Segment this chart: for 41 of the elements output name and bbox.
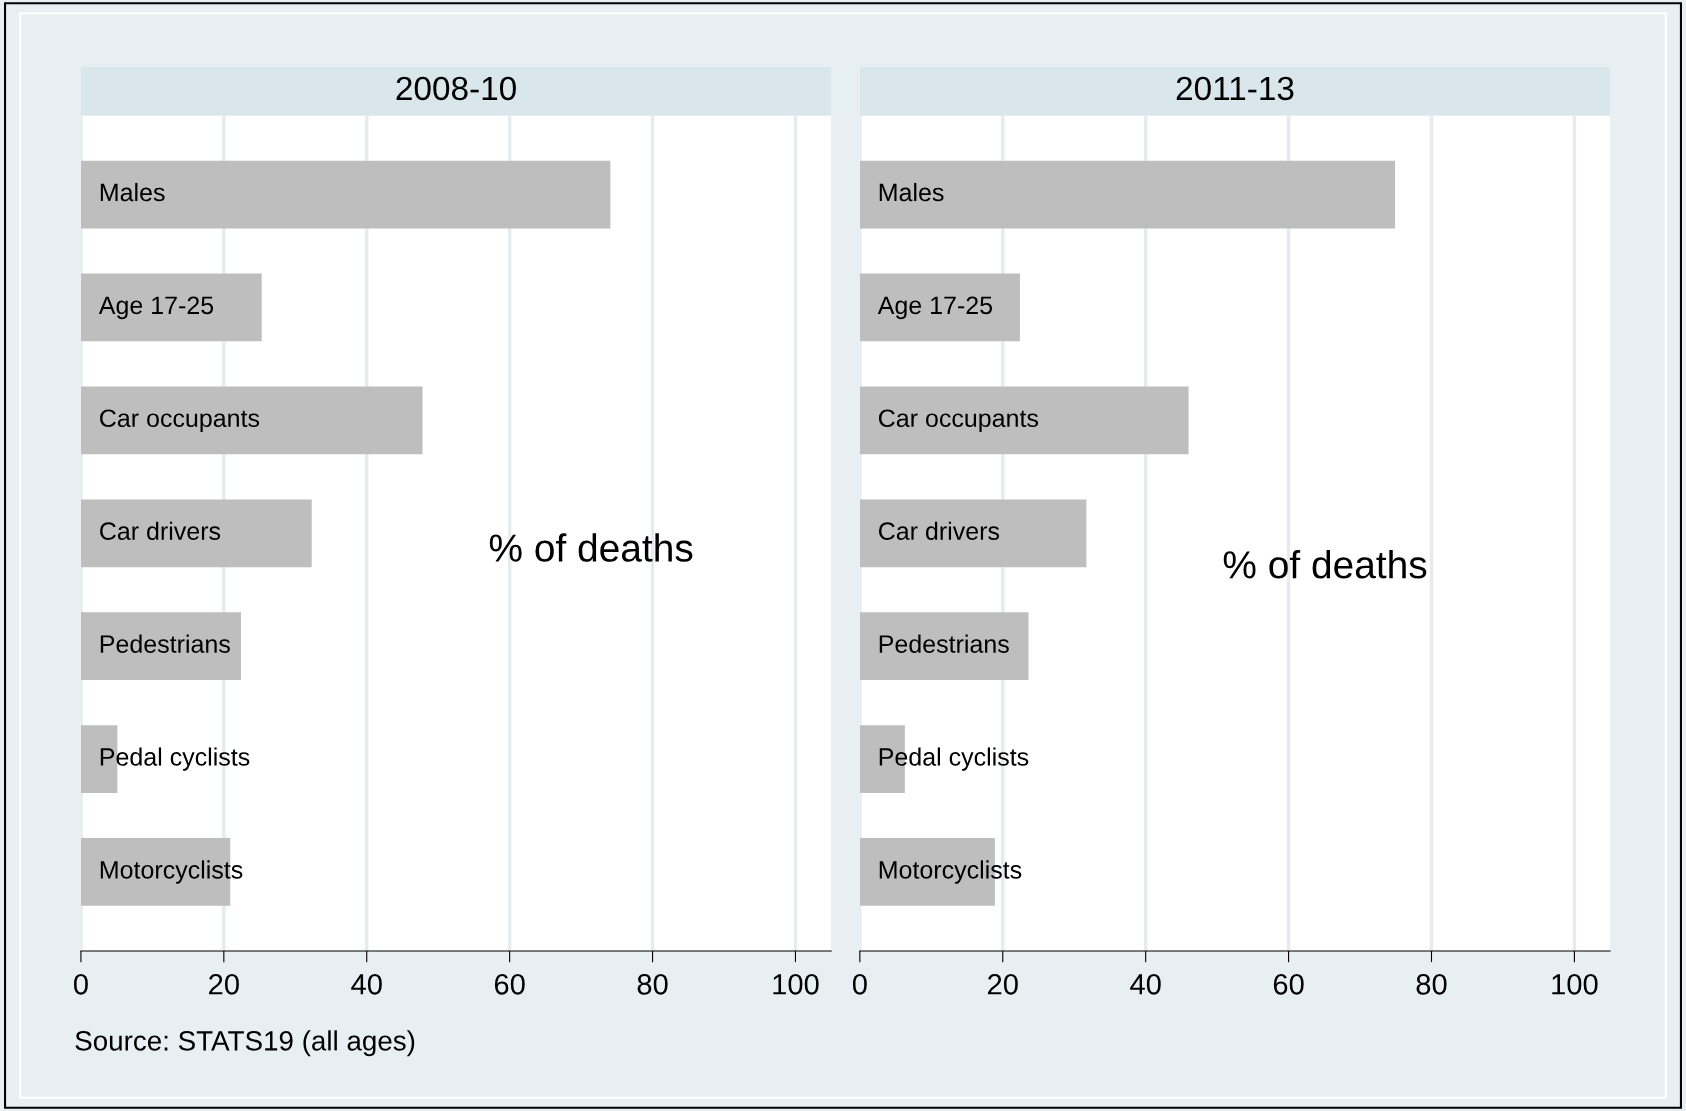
x-tick-label: 60 bbox=[494, 974, 525, 995]
x-tick-label: 60 bbox=[1273, 974, 1304, 995]
chart-title: 2011-13 bbox=[1176, 76, 1294, 101]
y-tick-label: Motorcyclists bbox=[879, 860, 1022, 884]
bar bbox=[859, 160, 1396, 229]
x-tick-label: 100 bbox=[773, 974, 819, 995]
y-tick-label: Pedestrians bbox=[100, 634, 230, 653]
x-tick-label: 0 bbox=[852, 974, 867, 995]
chart-title: 2008-10 bbox=[396, 76, 516, 101]
bar bbox=[859, 612, 1029, 681]
bar bbox=[80, 273, 262, 342]
y-tick-label: Car drivers bbox=[878, 521, 1000, 540]
bar bbox=[859, 499, 1087, 568]
y-tick-label: Males bbox=[100, 182, 165, 202]
x-axis-title: % of deaths bbox=[489, 533, 693, 562]
x-axis-title: % of deaths bbox=[1223, 549, 1427, 579]
x-tick-label: 100 bbox=[1552, 974, 1598, 995]
y-tick-label: Pedal cyclists bbox=[100, 747, 250, 771]
bar bbox=[80, 499, 312, 568]
bar bbox=[80, 612, 241, 681]
bar bbox=[80, 160, 611, 229]
y-tick-label: Age 17-25 bbox=[98, 296, 214, 320]
y-tick-label: Car occupants bbox=[878, 409, 1039, 433]
bar bbox=[859, 386, 1189, 455]
y-tick-label: Car occupants bbox=[100, 409, 260, 433]
x-tick-label: 20 bbox=[988, 974, 1018, 995]
x-tick-label: 80 bbox=[1416, 974, 1447, 995]
bar bbox=[859, 273, 1020, 342]
y-tick-label: Car drivers bbox=[100, 521, 221, 540]
x-tick-label: 40 bbox=[1130, 974, 1161, 995]
y-tick-label: Motorcyclists bbox=[100, 860, 243, 884]
source-note: Source: STATS19 (all ages) bbox=[75, 1030, 415, 1057]
x-tick-label: 80 bbox=[637, 974, 668, 995]
y-tick-label: Pedal cyclists bbox=[879, 747, 1029, 771]
bar bbox=[80, 386, 423, 455]
y-tick-label: Males bbox=[879, 182, 944, 202]
y-tick-label: Pedestrians bbox=[879, 634, 1009, 653]
y-tick-label: Age 17-25 bbox=[877, 296, 993, 320]
x-tick-label: 0 bbox=[73, 974, 88, 995]
x-tick-label: 20 bbox=[209, 974, 239, 995]
x-tick-label: 40 bbox=[351, 974, 382, 995]
